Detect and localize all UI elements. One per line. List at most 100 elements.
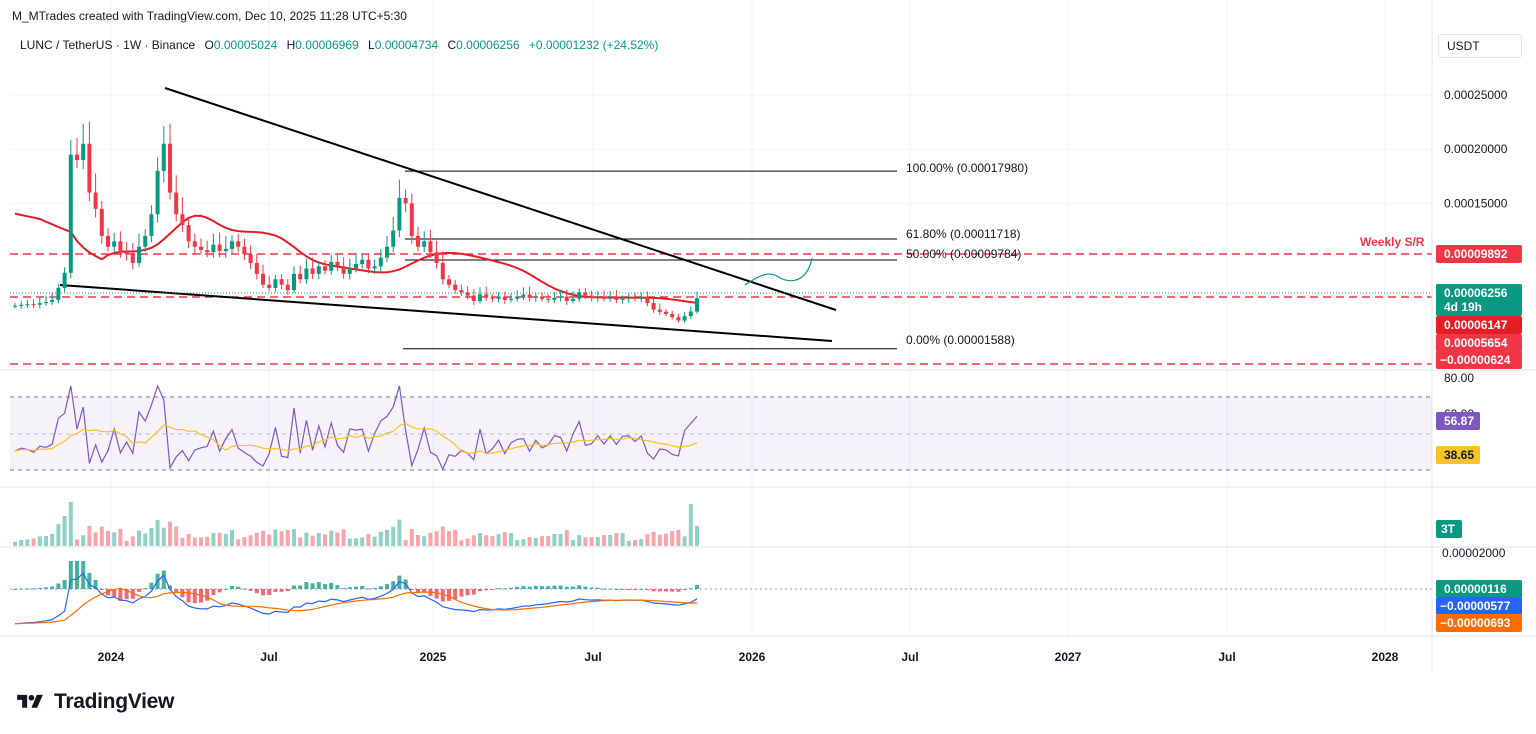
candle-body xyxy=(595,296,600,298)
candle-body xyxy=(304,268,309,280)
macd-histogram-bar xyxy=(378,586,383,589)
volume-bar xyxy=(577,535,582,546)
lower-trendline xyxy=(59,284,833,342)
volume-value-tag: 3T xyxy=(1436,520,1462,538)
candle-body xyxy=(558,296,563,298)
macd-histogram-bar xyxy=(13,589,17,590)
candle-body xyxy=(422,241,427,247)
price-tag-last: 0.00006256 4d 19h xyxy=(1436,284,1522,316)
candle-body xyxy=(254,263,259,274)
macd-histogram-bar xyxy=(106,589,110,596)
volume-bar xyxy=(217,532,222,546)
price-axis: 0.00025000 0.00020000 0.00015000 xyxy=(1444,88,1508,210)
macd-histogram-bar xyxy=(372,587,377,589)
volume-bar xyxy=(143,533,148,546)
macd-histogram-bar xyxy=(496,588,501,590)
candle-body xyxy=(614,297,619,300)
fib-50-label: 50.00% (0.00009784) xyxy=(906,247,1021,261)
candle-body xyxy=(490,297,495,299)
candle-body xyxy=(25,304,30,306)
rsi-ma-line xyxy=(14,422,698,455)
candle-body xyxy=(335,261,340,267)
price-tag-ma: 0.00006147 xyxy=(1436,316,1522,334)
candle-body xyxy=(161,143,166,171)
candle-body xyxy=(645,297,650,304)
volume-bar xyxy=(527,537,532,546)
candle-body xyxy=(155,170,160,215)
macd-hist-tag: 0.00000116 xyxy=(1436,580,1522,598)
volume-bar xyxy=(230,530,234,546)
candle-body xyxy=(223,248,228,252)
volume-bar xyxy=(106,531,110,546)
macd-histogram-bar xyxy=(130,589,135,599)
volume-bar xyxy=(695,526,699,546)
macd-histogram-bar xyxy=(217,589,222,593)
macd-histogram-bar xyxy=(143,588,148,590)
candle-body xyxy=(385,246,389,258)
volume-bar xyxy=(236,539,241,546)
volume-bar xyxy=(124,540,129,546)
volume-bar xyxy=(645,534,650,546)
macd-histogram-bar xyxy=(366,588,371,590)
volume-bar xyxy=(347,538,352,546)
price-tag-lower: −0.00000624 xyxy=(1436,351,1522,369)
candle-body xyxy=(465,292,470,296)
volume-bar xyxy=(168,521,172,546)
macd-histogram-bar xyxy=(440,589,445,602)
tradingview-logo-icon xyxy=(17,694,43,708)
volume-bar xyxy=(87,525,92,546)
macd-histogram-bar xyxy=(230,585,234,589)
volume-bar xyxy=(248,535,253,546)
candle-body xyxy=(192,241,197,247)
candle-body xyxy=(639,297,644,299)
svg-text:3T: 3T xyxy=(1441,522,1456,536)
price-tag-support: 0.00005654 xyxy=(1436,334,1522,352)
volume-bar xyxy=(378,531,383,546)
volume-bar xyxy=(360,537,365,546)
macd-histogram-bar xyxy=(223,589,228,590)
candle-body xyxy=(118,241,123,253)
macd-value-tag: −0.00000577 xyxy=(1436,597,1522,615)
candle-body xyxy=(552,297,557,300)
volume-bar xyxy=(68,502,73,546)
macd-histogram-bar xyxy=(254,589,259,594)
volume-bar xyxy=(93,532,98,546)
candle-body xyxy=(354,264,358,269)
volume-bar xyxy=(304,532,309,546)
macd-histogram-bar xyxy=(174,589,179,593)
volume-bar xyxy=(496,534,501,546)
macd-histogram-bar xyxy=(527,586,532,589)
candle-body xyxy=(137,246,141,264)
candle-body xyxy=(546,298,551,300)
candle-body xyxy=(347,268,352,274)
candle-body xyxy=(13,305,17,307)
macd-histogram-bar xyxy=(279,589,284,592)
high-value: 0.00006969 xyxy=(295,38,359,52)
macd-histogram-bar xyxy=(124,589,129,600)
open-value: 0.00005024 xyxy=(213,38,278,52)
currency-selector[interactable]: USDT xyxy=(1438,34,1522,58)
candle-body xyxy=(329,261,334,271)
symbol-label[interactable]: LUNC / TetherUS · 1W · Binance xyxy=(20,38,196,52)
candle-body xyxy=(310,268,315,274)
svg-text:0.00000116: 0.00000116 xyxy=(1444,582,1507,596)
volume-bar xyxy=(62,516,67,546)
macd-histogram-bar xyxy=(75,561,79,589)
volume-bar xyxy=(564,530,569,546)
candle-body xyxy=(174,192,179,215)
candle-body xyxy=(484,294,489,298)
fib-0-label: 0.00% (0.00001588) xyxy=(906,333,1015,347)
macd-histogram-bar xyxy=(242,588,247,590)
macd-histogram-bar xyxy=(695,584,699,589)
candle-body xyxy=(81,143,86,161)
volume-bar xyxy=(223,533,228,546)
time-tick-label: 2027 xyxy=(1055,650,1082,664)
volume-bar xyxy=(149,528,154,546)
macd-histogram-bar xyxy=(676,589,681,592)
volume-bar xyxy=(459,540,464,546)
time-axis: 2024 Jul 2025 Jul 2026 Jul 2027 Jul 2028 xyxy=(98,650,1399,664)
tradingview-logo[interactable]: TradingView xyxy=(12,690,174,714)
volume-bar xyxy=(546,536,551,546)
volume-bar xyxy=(602,535,606,546)
